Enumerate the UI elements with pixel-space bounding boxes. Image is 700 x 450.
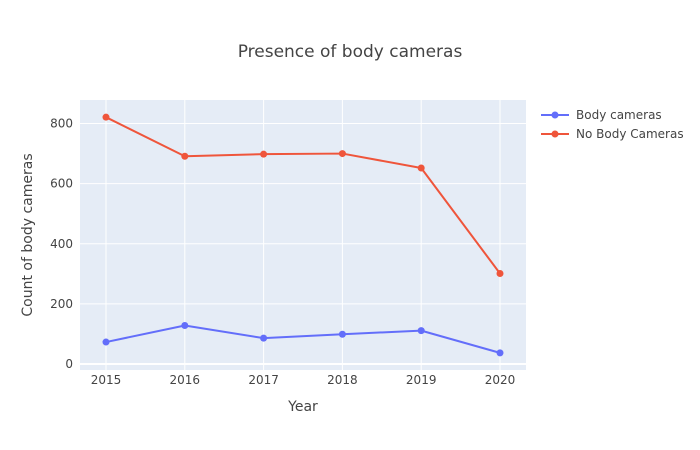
data-point[interactable] [102,338,110,346]
y-tick-label: 0 [65,357,73,371]
chart-title: Presence of body cameras [238,42,463,62]
y-tick-label: 800 [50,117,73,131]
x-axis-title: Year [287,399,318,415]
legend[interactable]: Body cameras No Body Cameras [541,108,684,141]
data-point[interactable] [417,164,425,172]
x-tick-label: 2020 [485,373,516,387]
series-1 [102,322,504,357]
data-point[interactable] [496,349,504,357]
x-tick-label: 2018 [327,373,358,387]
y-tick-label: 400 [50,237,73,251]
data-point[interactable] [260,150,268,158]
series-layer [102,113,504,357]
data-point[interactable] [260,334,268,342]
data-point[interactable] [338,150,346,158]
x-tick-label: 2016 [170,373,201,387]
ticks: 2015 2016 2017 2018 2019 2020 0 200 400 600 800 [50,117,515,388]
legend-item[interactable]: Body cameras [541,108,662,122]
data-point[interactable] [417,327,425,335]
y-tick-label: 600 [50,177,73,191]
x-tick-label: 2015 [91,373,122,387]
x-tick-label: 2017 [248,373,279,387]
series-2 [102,113,504,278]
data-point[interactable] [102,113,110,121]
y-axis-title: Count of body cameras [20,153,36,316]
legend-label: Body cameras [576,108,662,122]
series-line [105,116,501,275]
series-line [105,324,501,354]
legend-marker [551,111,559,119]
plot-background [80,100,526,370]
grid [80,100,526,370]
data-point[interactable] [181,322,189,330]
data-point[interactable] [181,152,189,160]
legend-marker [551,130,559,138]
data-point[interactable] [496,270,504,278]
x-tick-label: 2019 [406,373,437,387]
legend-item[interactable]: No Body Cameras [541,127,684,141]
y-tick-label: 200 [50,297,73,311]
legend-label: No Body Cameras [576,127,684,141]
data-point[interactable] [338,330,346,338]
